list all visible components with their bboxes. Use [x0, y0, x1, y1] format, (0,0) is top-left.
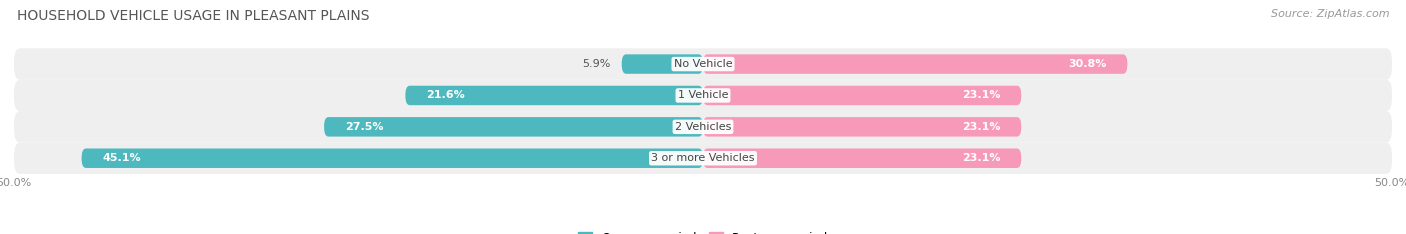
Text: 2 Vehicles: 2 Vehicles	[675, 122, 731, 132]
FancyBboxPatch shape	[14, 80, 1392, 111]
Text: HOUSEHOLD VEHICLE USAGE IN PLEASANT PLAINS: HOUSEHOLD VEHICLE USAGE IN PLEASANT PLAI…	[17, 9, 370, 23]
Text: 45.1%: 45.1%	[103, 153, 141, 163]
Text: Source: ZipAtlas.com: Source: ZipAtlas.com	[1271, 9, 1389, 19]
Text: 23.1%: 23.1%	[962, 153, 1001, 163]
Legend: Owner-occupied, Renter-occupied: Owner-occupied, Renter-occupied	[572, 227, 834, 234]
FancyBboxPatch shape	[703, 117, 1021, 137]
FancyBboxPatch shape	[703, 149, 1021, 168]
FancyBboxPatch shape	[703, 54, 1128, 74]
FancyBboxPatch shape	[14, 111, 1392, 143]
Text: No Vehicle: No Vehicle	[673, 59, 733, 69]
FancyBboxPatch shape	[405, 86, 703, 105]
Text: 23.1%: 23.1%	[962, 91, 1001, 100]
FancyBboxPatch shape	[703, 86, 1021, 105]
FancyBboxPatch shape	[323, 117, 703, 137]
Text: 30.8%: 30.8%	[1069, 59, 1107, 69]
FancyBboxPatch shape	[14, 48, 1392, 80]
FancyBboxPatch shape	[82, 149, 703, 168]
Text: 23.1%: 23.1%	[962, 122, 1001, 132]
Text: 27.5%: 27.5%	[344, 122, 384, 132]
FancyBboxPatch shape	[621, 54, 703, 74]
Text: 21.6%: 21.6%	[426, 91, 465, 100]
Text: 1 Vehicle: 1 Vehicle	[678, 91, 728, 100]
Text: 5.9%: 5.9%	[582, 59, 610, 69]
FancyBboxPatch shape	[14, 143, 1392, 174]
Text: 3 or more Vehicles: 3 or more Vehicles	[651, 153, 755, 163]
